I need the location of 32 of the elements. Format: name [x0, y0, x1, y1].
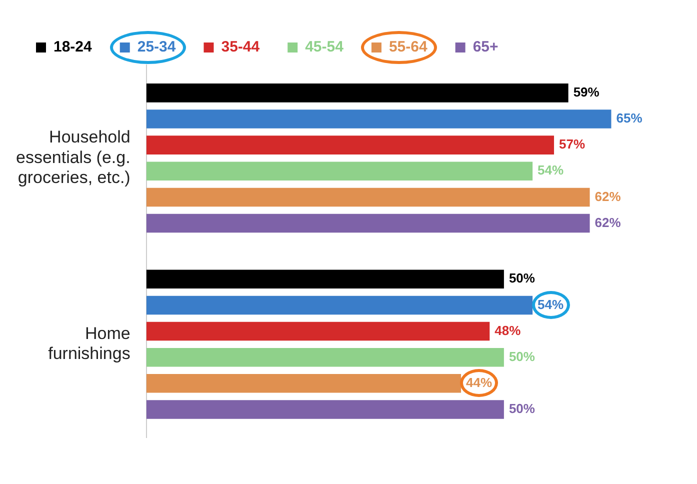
data-label: 54% [538, 296, 564, 312]
y-tick-label: Home furnishings [48, 324, 130, 364]
bar [146, 296, 533, 315]
bar [146, 110, 612, 128]
data-label: 57% [559, 136, 586, 152]
data-label: 44% [466, 374, 492, 390]
data-label: 59% [573, 84, 600, 100]
bar [146, 84, 568, 102]
data-label: 62% [594, 214, 622, 230]
bar [146, 400, 504, 419]
data-label: 62% [594, 188, 622, 204]
bar [146, 322, 490, 341]
legend-label: 55-64 [388, 38, 428, 56]
data-label: 48% [494, 322, 522, 338]
bar [146, 136, 554, 154]
legend-label: 45-54 [305, 38, 344, 56]
data-label: 50% [508, 401, 536, 416]
y-tick-label: Household essentials (e.g. groceries, etc.) [16, 127, 130, 188]
legend-label: 18-24 [54, 38, 93, 56]
bar [146, 374, 462, 393]
legend-label: 25-34 [137, 38, 176, 56]
bar [146, 214, 590, 233]
bar [146, 348, 504, 367]
bar [146, 188, 590, 207]
bar [146, 270, 504, 289]
legend-label: 65+ [472, 38, 499, 56]
data-label: 54% [538, 162, 564, 178]
data-label: 50% [508, 270, 536, 286]
bar [146, 162, 533, 181]
legend-label: 35-44 [221, 38, 260, 56]
data-label: 50% [508, 348, 536, 364]
data-label: 65% [616, 110, 643, 126]
